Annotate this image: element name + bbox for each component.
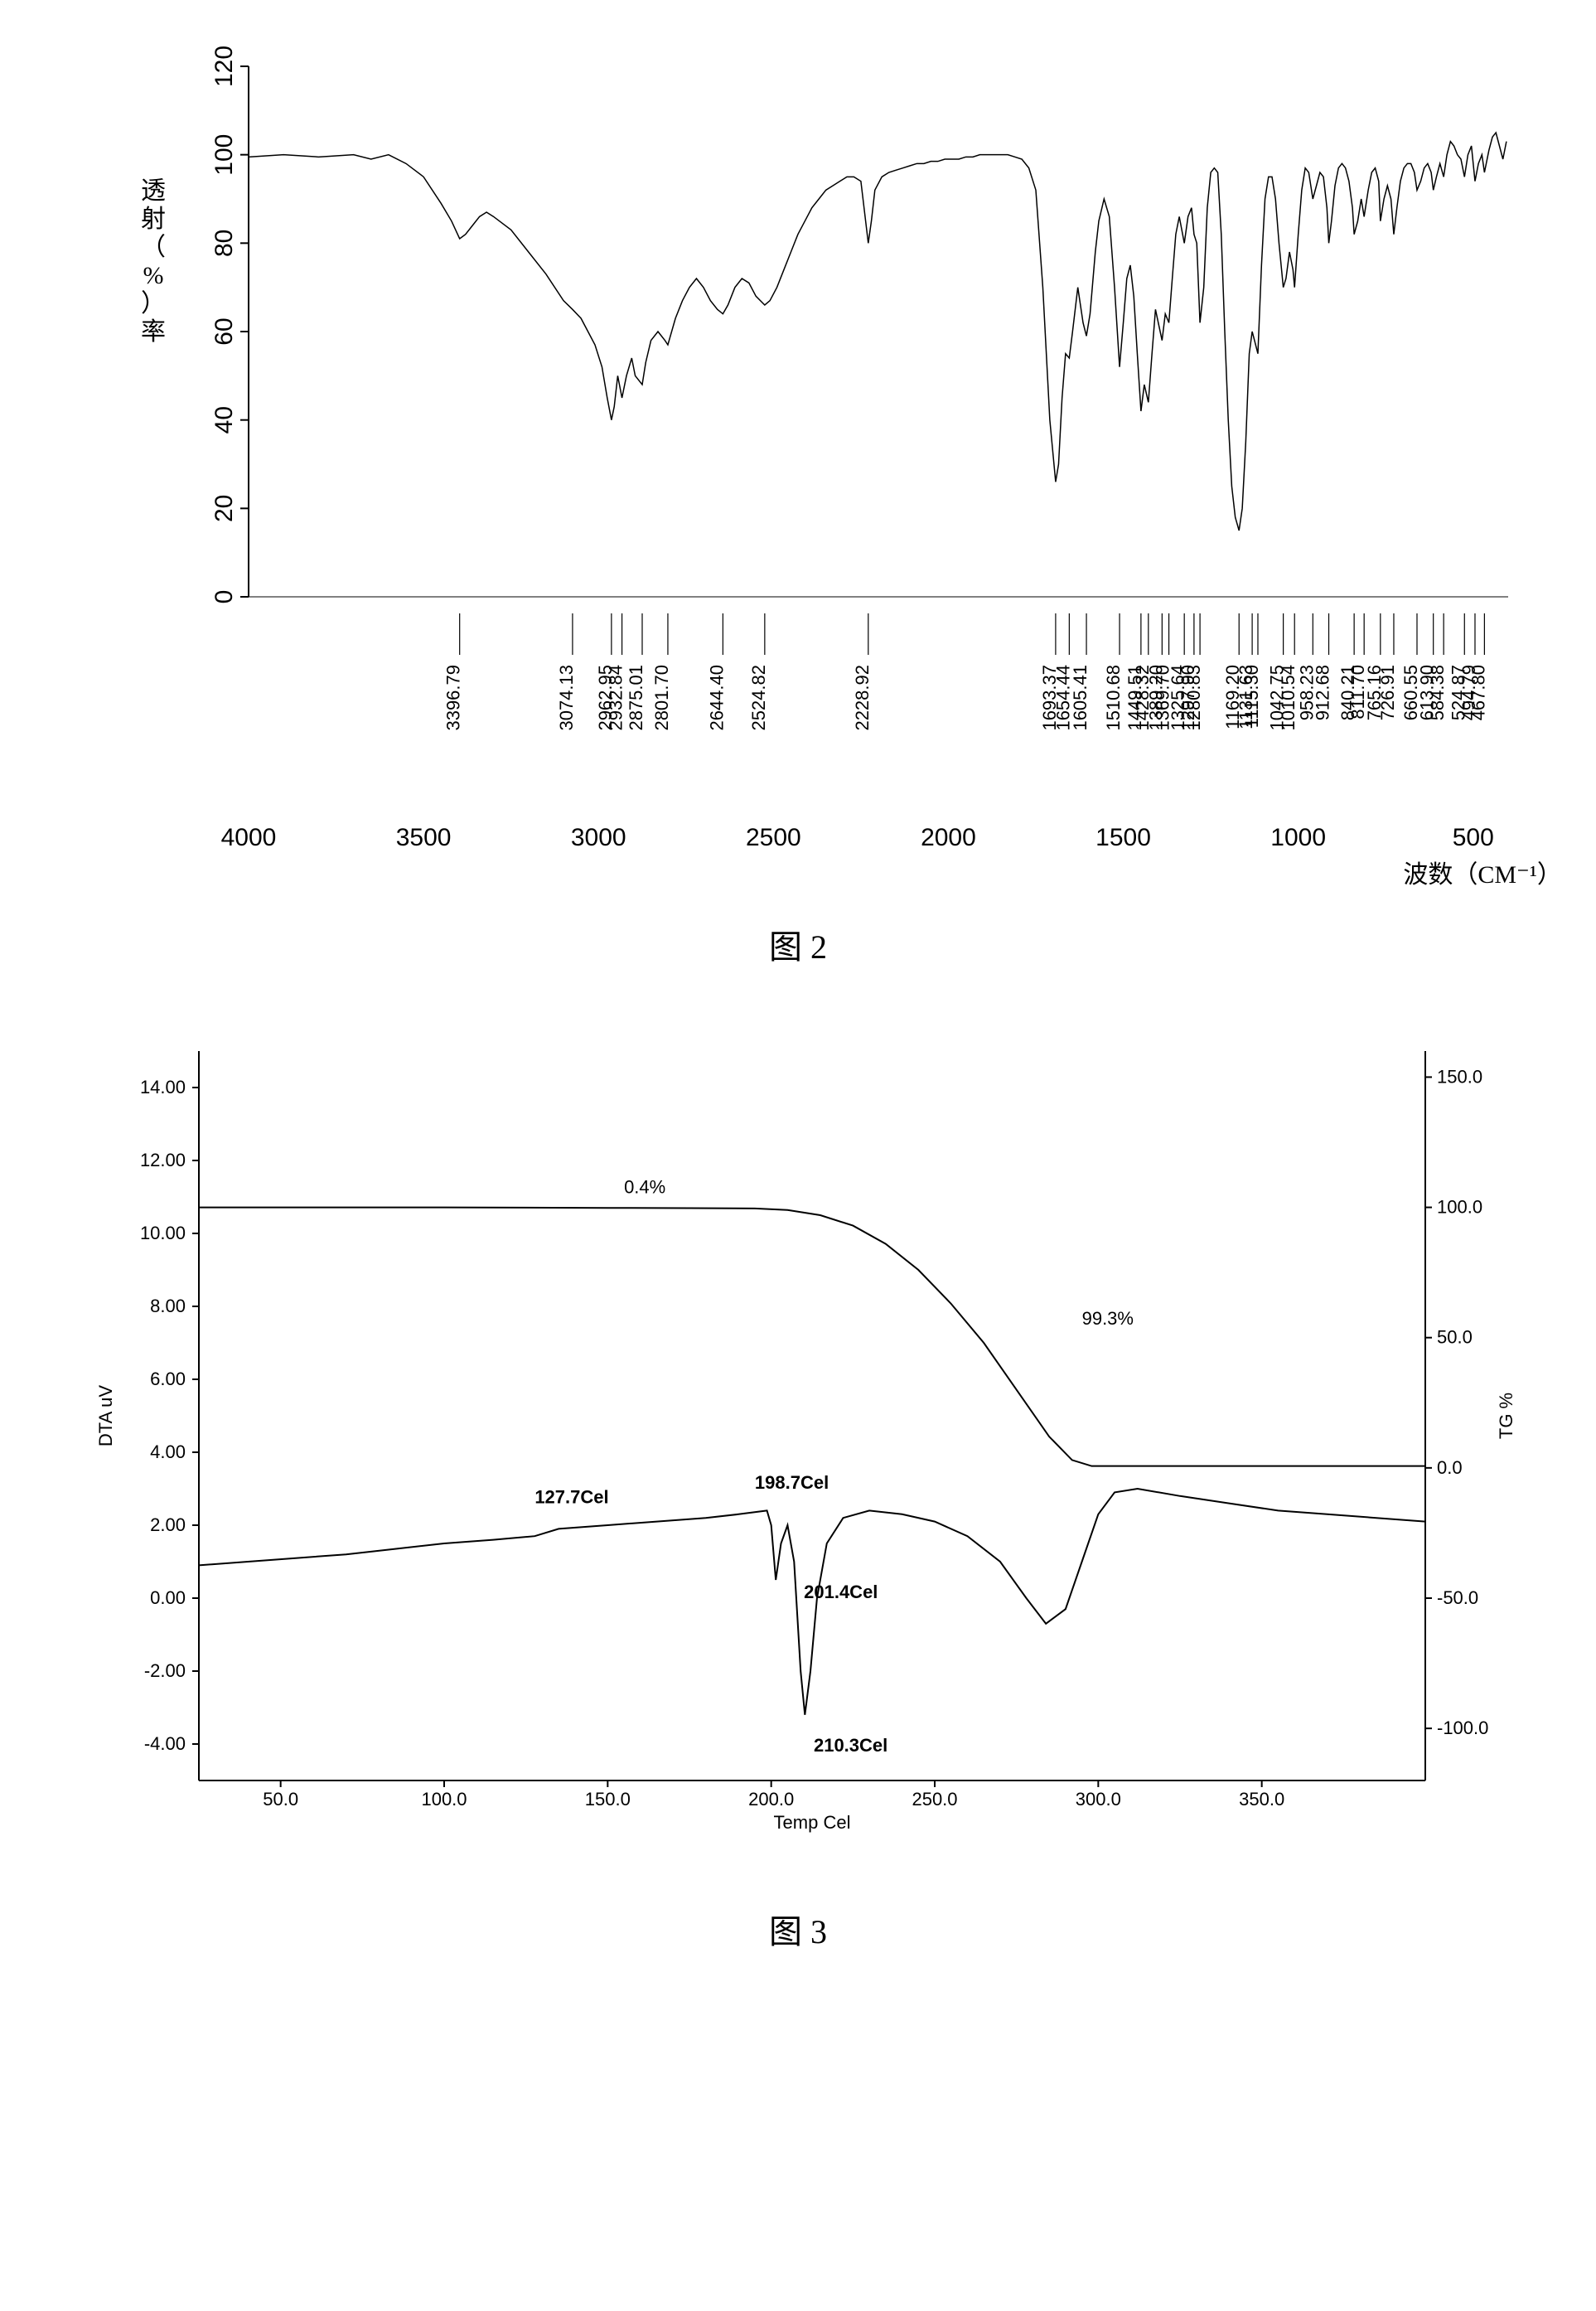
svg-text:201.4Cel: 201.4Cel <box>804 1582 878 1602</box>
svg-text:DTA uV: DTA uV <box>95 1385 116 1447</box>
svg-text:4.00: 4.00 <box>150 1441 186 1462</box>
svg-text:-2.00: -2.00 <box>144 1660 186 1681</box>
svg-text:%: % <box>143 262 164 289</box>
svg-text:TG %: TG % <box>1496 1393 1516 1439</box>
svg-text:467.80: 467.80 <box>1468 665 1488 720</box>
svg-text:2228.92: 2228.92 <box>852 665 873 731</box>
svg-text:60: 60 <box>210 317 238 345</box>
svg-text:6.00: 6.00 <box>150 1369 186 1389</box>
svg-text:0.0: 0.0 <box>1437 1457 1463 1478</box>
svg-text:-50.0: -50.0 <box>1437 1587 1478 1608</box>
svg-text:-4.00: -4.00 <box>144 1733 186 1754</box>
svg-text:14.00: 14.00 <box>140 1077 186 1097</box>
svg-text:120: 120 <box>210 46 238 87</box>
svg-text:100.0: 100.0 <box>421 1789 467 1810</box>
svg-text:50.0: 50.0 <box>1437 1327 1473 1348</box>
svg-text:2500: 2500 <box>746 824 801 851</box>
svg-text:2644.40: 2644.40 <box>706 665 727 731</box>
svg-text:0.4%: 0.4% <box>624 1177 665 1198</box>
svg-text:）: ） <box>141 290 166 317</box>
svg-text:1605.41: 1605.41 <box>1070 665 1091 731</box>
svg-text:1280.83: 1280.83 <box>1183 665 1204 731</box>
svg-text:1510.68: 1510.68 <box>1103 665 1124 731</box>
thermal-analysis-chart: -4.00 -2.00 0.00 2.00 4.00 6.00 8.00 10.00 12.00… <box>50 1018 1546 1880</box>
svg-text:透: 透 <box>141 177 166 205</box>
svg-text:3396.79: 3396.79 <box>443 665 464 731</box>
svg-text:150.0: 150.0 <box>585 1789 631 1810</box>
svg-text:40: 40 <box>210 406 238 434</box>
svg-text:584.38: 584.38 <box>1427 665 1448 720</box>
svg-text:波数（CM⁻¹）: 波数（CM⁻¹） <box>1403 861 1546 889</box>
svg-text:99.3%: 99.3% <box>1082 1308 1134 1329</box>
figure-2-container: 0 20 40 60 80 100 120 透射（%）率 4000 3500 3000 2500 200… <box>50 33 1546 968</box>
figure-2-label: 图 2 <box>50 920 1546 968</box>
svg-text:Temp Cel: Temp Cel <box>774 1812 851 1833</box>
svg-text:210.3Cel: 210.3Cel <box>814 1735 887 1756</box>
svg-text:（: （ <box>141 234 166 261</box>
svg-text:300.0: 300.0 <box>1076 1789 1121 1810</box>
svg-text:200.0: 200.0 <box>748 1789 794 1810</box>
svg-text:2801.70: 2801.70 <box>651 665 672 731</box>
svg-text:20: 20 <box>210 495 238 522</box>
svg-text:3000: 3000 <box>571 824 626 851</box>
svg-text:10.00: 10.00 <box>140 1223 186 1243</box>
figure-3-container: -4.00 -2.00 0.00 2.00 4.00 6.00 8.00 10.00 12.00… <box>50 1018 1546 1953</box>
svg-text:射: 射 <box>141 206 166 233</box>
svg-text:726.91: 726.91 <box>1377 665 1398 720</box>
svg-text:2524.82: 2524.82 <box>748 665 769 731</box>
svg-text:0: 0 <box>210 590 238 604</box>
svg-text:1115.30: 1115.30 <box>1241 665 1262 728</box>
svg-text:12.00: 12.00 <box>140 1150 186 1170</box>
svg-text:3074.13: 3074.13 <box>556 665 577 731</box>
svg-text:2.00: 2.00 <box>150 1514 186 1535</box>
svg-text:-100.0: -100.0 <box>1437 1718 1488 1738</box>
svg-text:1500: 1500 <box>1095 824 1151 851</box>
svg-text:1000: 1000 <box>1270 824 1326 851</box>
svg-text:250.0: 250.0 <box>912 1789 957 1810</box>
svg-text:2875.01: 2875.01 <box>626 665 646 731</box>
svg-text:198.7Cel: 198.7Cel <box>755 1472 829 1493</box>
svg-text:150.0: 150.0 <box>1437 1066 1482 1087</box>
svg-text:127.7Cel: 127.7Cel <box>534 1487 608 1508</box>
svg-text:100.0: 100.0 <box>1437 1197 1482 1218</box>
svg-text:2932.84: 2932.84 <box>606 665 626 731</box>
svg-text:50.0: 50.0 <box>263 1789 298 1810</box>
svg-text:2000: 2000 <box>921 824 976 851</box>
svg-text:0.00: 0.00 <box>150 1587 186 1608</box>
svg-text:率: 率 <box>141 318 166 346</box>
svg-text:500: 500 <box>1453 824 1494 851</box>
svg-text:912.68: 912.68 <box>1313 665 1333 720</box>
svg-text:100: 100 <box>210 134 238 176</box>
figure-3-label: 图 3 <box>50 1905 1546 1953</box>
svg-text:8.00: 8.00 <box>150 1296 186 1316</box>
svg-text:4000: 4000 <box>221 824 277 851</box>
svg-text:80: 80 <box>210 230 238 257</box>
ir-spectrum-chart: 0 20 40 60 80 100 120 透射（%）率 4000 3500 3000 2500 200… <box>50 33 1546 895</box>
svg-text:3500: 3500 <box>396 824 452 851</box>
svg-text:350.0: 350.0 <box>1239 1789 1284 1810</box>
